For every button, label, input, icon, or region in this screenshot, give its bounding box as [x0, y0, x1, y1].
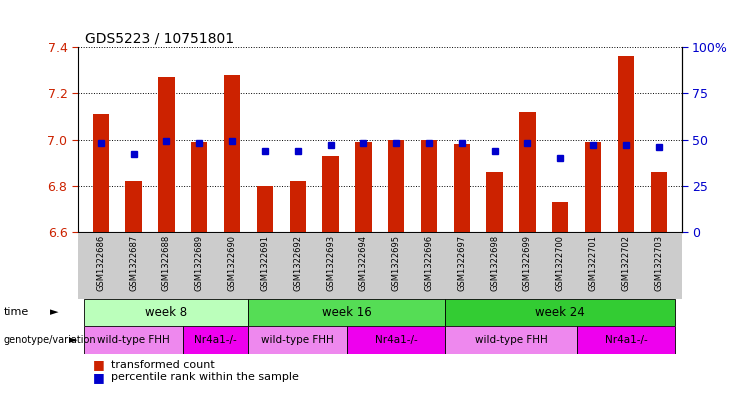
- Text: GSM1322698: GSM1322698: [490, 235, 499, 291]
- Text: GSM1322686: GSM1322686: [96, 235, 105, 292]
- Text: GSM1322703: GSM1322703: [654, 235, 663, 291]
- Text: GSM1322693: GSM1322693: [326, 235, 335, 291]
- Text: GSM1322688: GSM1322688: [162, 235, 171, 292]
- Text: GSM1322691: GSM1322691: [260, 235, 270, 291]
- Bar: [355, 142, 371, 232]
- Text: wild-type FHH: wild-type FHH: [475, 335, 548, 345]
- Bar: [248, 299, 445, 326]
- Bar: [618, 56, 634, 232]
- Bar: [388, 140, 405, 232]
- Text: Nr4a1-/-: Nr4a1-/-: [194, 335, 237, 345]
- Bar: [585, 142, 601, 232]
- Text: ►: ►: [50, 307, 59, 318]
- Text: time: time: [4, 307, 29, 318]
- Bar: [519, 112, 536, 232]
- Text: GSM1322699: GSM1322699: [523, 235, 532, 291]
- Text: genotype/variation: genotype/variation: [4, 335, 96, 345]
- Bar: [552, 202, 568, 232]
- Text: ■: ■: [93, 358, 104, 371]
- Bar: [183, 326, 248, 354]
- Text: GSM1322690: GSM1322690: [227, 235, 236, 291]
- Bar: [486, 172, 503, 232]
- Bar: [93, 114, 109, 232]
- Text: week 24: week 24: [536, 306, 585, 319]
- Text: GSM1322702: GSM1322702: [622, 235, 631, 291]
- Bar: [651, 172, 667, 232]
- Text: GSM1322692: GSM1322692: [293, 235, 302, 291]
- Bar: [445, 326, 576, 354]
- Text: GSM1322694: GSM1322694: [359, 235, 368, 291]
- Text: week 16: week 16: [322, 306, 372, 319]
- Bar: [322, 156, 339, 232]
- Bar: [125, 181, 142, 232]
- Text: GSM1322701: GSM1322701: [588, 235, 597, 291]
- Bar: [421, 140, 437, 232]
- Text: GDS5223 / 10751801: GDS5223 / 10751801: [85, 31, 234, 45]
- Bar: [453, 144, 470, 232]
- Bar: [159, 77, 175, 232]
- Bar: [248, 326, 347, 354]
- Bar: [224, 75, 240, 232]
- Bar: [191, 142, 207, 232]
- Bar: [576, 326, 675, 354]
- Text: ►: ►: [69, 335, 77, 345]
- Text: GSM1322700: GSM1322700: [556, 235, 565, 291]
- Text: GSM1322697: GSM1322697: [457, 235, 466, 291]
- Bar: [84, 299, 248, 326]
- Text: Nr4a1-/-: Nr4a1-/-: [605, 335, 648, 345]
- Bar: [84, 326, 183, 354]
- Text: GSM1322689: GSM1322689: [195, 235, 204, 291]
- Bar: [256, 185, 273, 232]
- Text: week 8: week 8: [145, 306, 187, 319]
- Text: GSM1322695: GSM1322695: [392, 235, 401, 291]
- Text: GSM1322687: GSM1322687: [129, 235, 138, 292]
- Text: Nr4a1-/-: Nr4a1-/-: [375, 335, 417, 345]
- Text: wild-type FHH: wild-type FHH: [97, 335, 170, 345]
- Bar: [290, 181, 306, 232]
- Text: GSM1322696: GSM1322696: [425, 235, 433, 291]
- Text: wild-type FHH: wild-type FHH: [262, 335, 334, 345]
- Text: ■: ■: [93, 371, 104, 384]
- Bar: [347, 326, 445, 354]
- Text: transformed count: transformed count: [111, 360, 215, 370]
- Bar: [445, 299, 675, 326]
- Text: percentile rank within the sample: percentile rank within the sample: [111, 372, 299, 382]
